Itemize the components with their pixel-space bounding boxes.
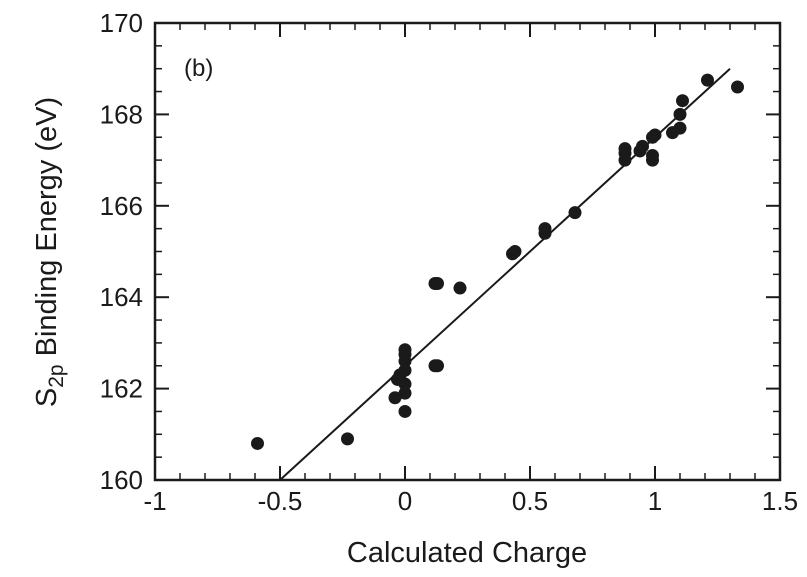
data-point: [431, 276, 444, 290]
x-tick-label: 0.5: [512, 486, 548, 516]
data-point: [673, 107, 687, 121]
y-tick-label: 160: [100, 465, 143, 495]
data-point: [431, 359, 444, 373]
x-tick-label: 0: [398, 486, 412, 516]
data-point: [508, 245, 522, 258]
data-points: [251, 73, 744, 450]
data-point: [341, 432, 354, 446]
fit-line: [279, 67, 731, 481]
y-tick-label: 170: [100, 8, 143, 38]
y-axis-title: S2p Binding Energy (eV): [31, 97, 68, 407]
tick-labels: -1 -0.5 0 0.5 1 1.5 160 162 164 166 168 170: [100, 8, 798, 516]
data-point: [701, 73, 714, 87]
panel-label: (b): [184, 55, 213, 82]
data-point: [538, 222, 552, 236]
y-axis-title-subscript: 2p: [45, 364, 68, 387]
data-point: [731, 80, 744, 94]
y-tick-label: 162: [100, 374, 143, 404]
x-tick-label: 1.5: [762, 486, 798, 516]
data-point: [453, 281, 467, 295]
y-tick-label: 166: [100, 191, 143, 221]
data-point: [646, 149, 659, 163]
x-tick-label: 1: [648, 486, 662, 516]
x-tick-label: -1: [143, 486, 166, 516]
data-point: [673, 121, 687, 135]
plot-area-frame: [153, 21, 782, 482]
y-axis-title-prefix: S: [31, 388, 63, 407]
data-point: [398, 363, 412, 377]
data-point: [568, 206, 582, 220]
data-point: [648, 128, 662, 142]
y-tick-label: 168: [100, 99, 143, 129]
data-point: [398, 343, 412, 357]
y-tick-label: 164: [100, 282, 143, 312]
data-point: [618, 142, 632, 156]
data-point: [388, 391, 402, 405]
x-axis-title: Calculated Charge: [347, 537, 587, 569]
data-point: [398, 386, 412, 400]
fit-line-layer: [279, 67, 731, 481]
data-point: [251, 436, 264, 450]
x-tick-label: -0.5: [258, 486, 303, 516]
data-point: [636, 139, 649, 153]
data-point: [398, 377, 412, 391]
y-axis-title-rest: Binding Energy (eV): [31, 97, 63, 365]
data-point: [398, 404, 412, 418]
axis-ticks: [154, 22, 781, 481]
data-point: [676, 94, 689, 108]
